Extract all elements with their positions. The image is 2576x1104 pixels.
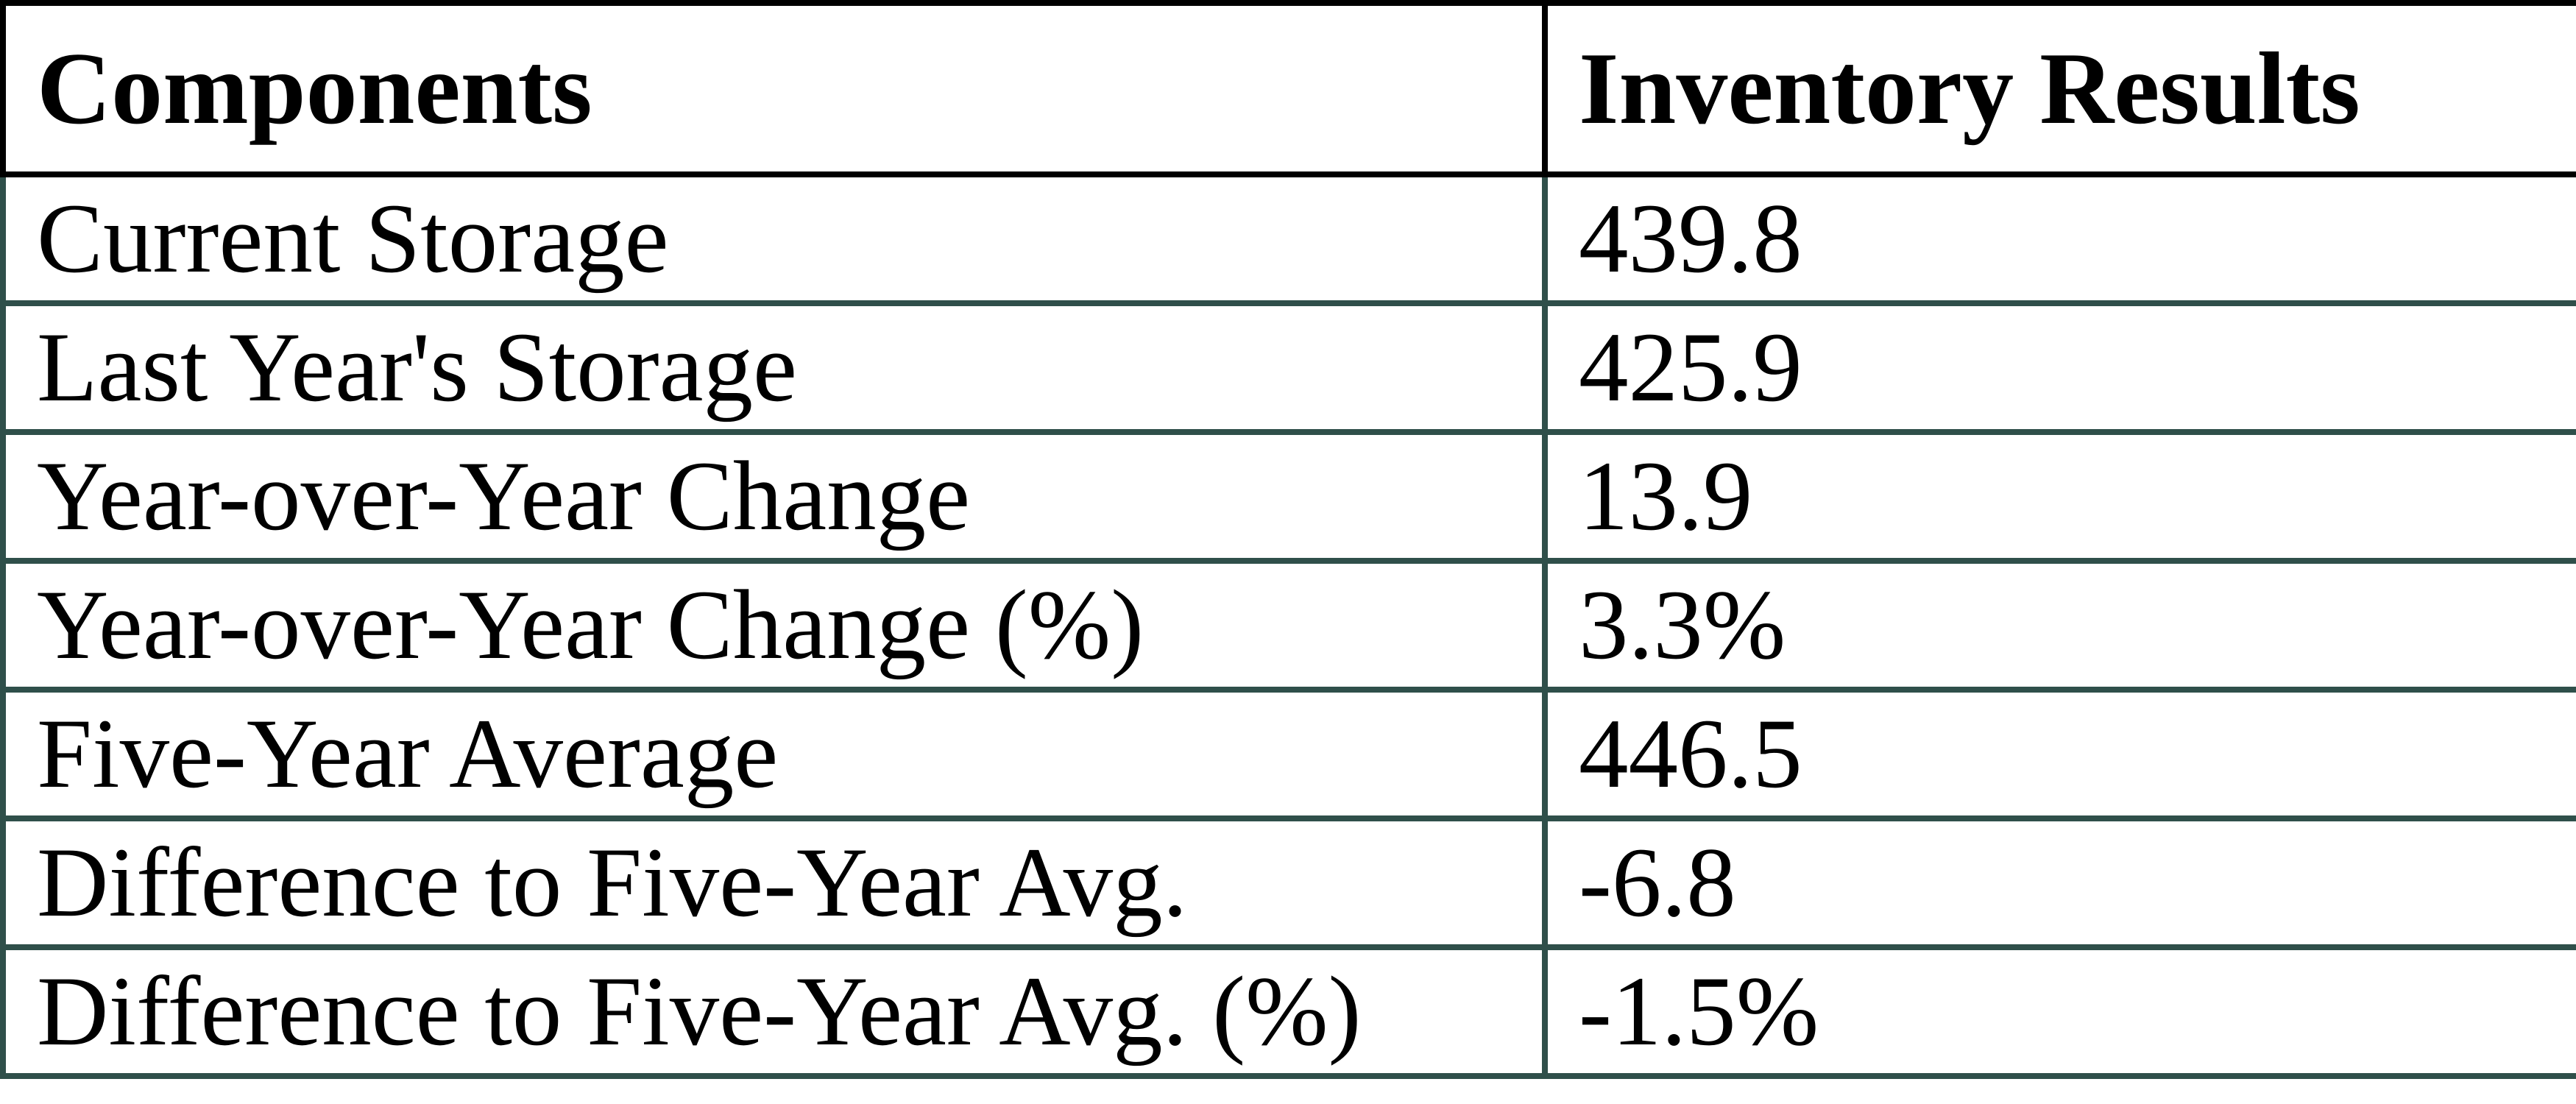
row-label: Five-Year Average (0, 687, 1548, 821)
table-row: Difference to Five-Year Avg. -6.8 (0, 815, 2576, 950)
row-value: 439.8 (1542, 171, 2576, 306)
row-value: 446.5 (1542, 687, 2576, 821)
row-label: Year-over-Year Change (0, 429, 1548, 564)
inventory-results-table: Components Inventory Results Current Sto… (0, 0, 2576, 1079)
table-row: Last Year's Storage 425.9 (0, 300, 2576, 435)
row-label: Year-over-Year Change (%) (0, 558, 1548, 693)
table-body: Current Storage 439.8 Last Year's Storag… (0, 171, 2576, 1079)
row-label: Current Storage (0, 171, 1548, 306)
header-cell-inventory-results: Inventory Results (1542, 0, 2576, 177)
row-value: -6.8 (1542, 815, 2576, 950)
table-row: Year-over-Year Change (%) 3.3% (0, 558, 2576, 693)
table-header: Components Inventory Results (0, 0, 2576, 177)
row-label: Difference to Five-Year Avg. (0, 815, 1548, 950)
header-cell-components: Components (0, 0, 1548, 177)
table-row: Difference to Five-Year Avg. (%) -1.5% (0, 944, 2576, 1079)
row-label: Last Year's Storage (0, 300, 1548, 435)
header-row: Components Inventory Results (0, 0, 2576, 177)
table-row: Current Storage 439.8 (0, 171, 2576, 306)
row-value: 13.9 (1542, 429, 2576, 564)
row-label: Difference to Five-Year Avg. (%) (0, 944, 1548, 1079)
table-row: Year-over-Year Change 13.9 (0, 429, 2576, 564)
table-row: Five-Year Average 446.5 (0, 687, 2576, 821)
row-value: -1.5% (1542, 944, 2576, 1079)
row-value: 425.9 (1542, 300, 2576, 435)
row-value: 3.3% (1542, 558, 2576, 693)
